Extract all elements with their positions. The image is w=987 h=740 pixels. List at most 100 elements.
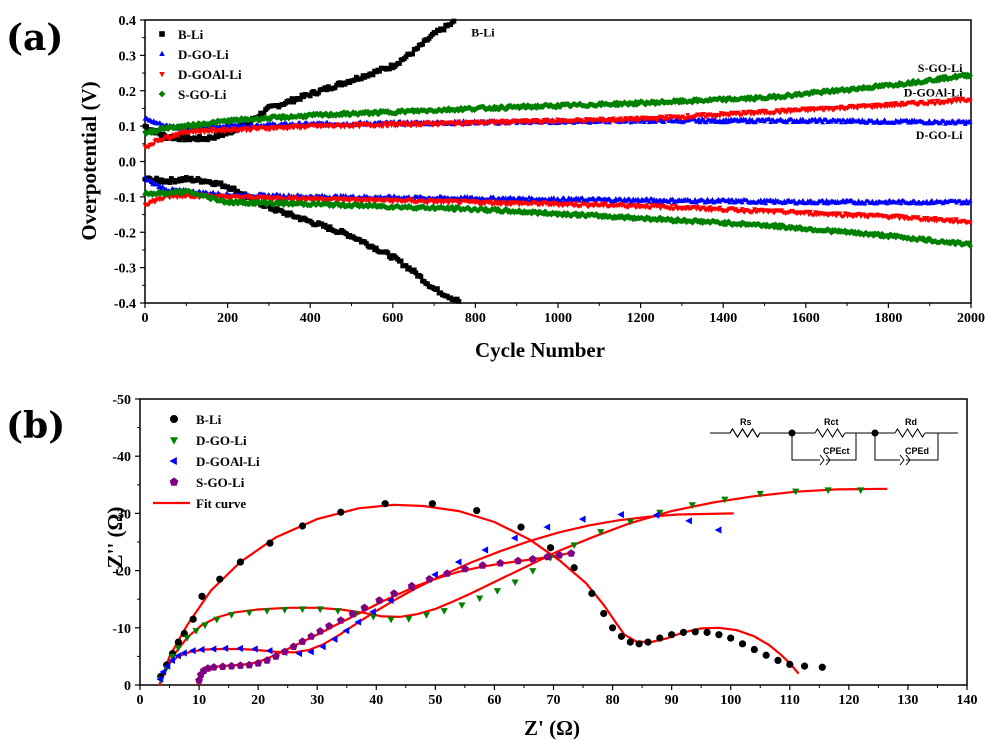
x-tick-label: 90: [665, 693, 679, 708]
data-point-S-GO-Li: [443, 569, 452, 577]
data-point-D-GO-Li: [768, 119, 774, 124]
wire: [791, 433, 820, 461]
data-point-S-GO-Li: [528, 555, 537, 563]
data-point-S-GO-Li: [336, 616, 345, 624]
data-point-B-Li: [266, 203, 272, 208]
data-point-D-GO-Li: [862, 201, 868, 206]
data-point-B-Li: [738, 640, 747, 648]
data-point-D-GOAl-Li: [295, 649, 303, 658]
panel-a-x-axis-title: Cycle Number: [475, 338, 605, 362]
x-tick-label: 100: [720, 693, 741, 708]
data-point-D-GO-Li: [739, 199, 745, 205]
panel-a-chart: 0 200 400 600 800 1000 1200 1400 1600 1800 2000-0.…: [77, 14, 985, 362]
data-point-D-GOAl-Li: [669, 203, 674, 209]
data-point-D-GO-Li: [721, 496, 729, 504]
data-point-S-GO-Li: [514, 556, 522, 565]
data-point-B-Li: [703, 628, 711, 636]
data-point-B-Li: [188, 175, 194, 181]
data-point-S-GO-Li: [407, 581, 416, 590]
legend-label-D-GOAl-Li: D-GOAl-Li: [178, 67, 242, 82]
data-point-B-Li: [608, 624, 617, 632]
x-tick-label: 140: [957, 693, 978, 708]
data-point-B-Li: [410, 51, 416, 57]
data-point-S-GO-Li: [289, 642, 298, 651]
y-tick-label: -0.2: [114, 226, 136, 241]
data-point-D-GOAl-Li: [221, 644, 229, 652]
data-point-D-GO-Li: [511, 579, 519, 587]
data-point-S-GO-Li: [899, 80, 905, 87]
data-point-D-GOAl-Li: [543, 523, 551, 531]
data-point-D-GO-Li: [577, 198, 583, 203]
data-point-S-GO-Li: [218, 662, 227, 671]
data-point-B-Li: [435, 286, 440, 292]
panel-a-frame: [144, 19, 972, 304]
data-point-D-GO-Li: [864, 119, 870, 125]
data-point-S-GO-Li: [236, 661, 245, 669]
data-point-D-GO-Li: [848, 119, 854, 125]
data-point-S-GO-Li: [203, 664, 212, 672]
data-point-D-GO-Li: [334, 608, 342, 615]
x-tick-label: 1200: [627, 311, 655, 326]
data-point-B-Li: [266, 539, 274, 547]
data-point-S-GO-Li: [227, 661, 236, 670]
data-point-B-Li: [352, 77, 358, 83]
data-point-S-GO-Li: [360, 603, 369, 612]
data-point-B-Li: [273, 208, 278, 214]
data-point-B-Li: [691, 628, 699, 636]
data-point-B-Li: [359, 76, 364, 82]
data-point-D-GO-Li: [638, 198, 643, 204]
data-point-D-GO-Li: [763, 200, 769, 206]
data-point-D-GO-Li: [626, 518, 634, 526]
data-point-D-GO-Li: [727, 199, 733, 205]
data-point-B-Li: [387, 66, 392, 72]
x-tick-label: 1600: [792, 311, 820, 326]
data-point-D-GOAl-Li: [151, 142, 157, 147]
data-point-S-GO-Li: [307, 632, 316, 640]
data-point-B-Li: [727, 634, 735, 642]
data-point-D-GOAl-Li: [739, 207, 745, 212]
data-point-B-Li: [189, 615, 197, 623]
data-point-S-GO-Li: [460, 564, 469, 573]
annotation-label: D-GO-Li: [916, 128, 963, 142]
data-point-B-Li: [600, 609, 608, 618]
data-point-D-GO-Li: [661, 119, 667, 124]
cpe-symbol: [899, 454, 911, 466]
data-point-D-GOAl-Li: [685, 517, 692, 525]
panel-b-y-axis-title: -Z'' (Ω): [103, 507, 127, 576]
x-tick-label: 1400: [709, 311, 737, 326]
x-tick-label: 30: [310, 693, 324, 708]
y-tick-label: -40: [112, 450, 131, 465]
data-point-D-GO-Li: [316, 606, 324, 614]
data-point-D-GO-Li: [892, 120, 897, 125]
data-point-B-Li: [177, 137, 183, 143]
data-point-S-GO-Li: [496, 559, 505, 567]
panel-b-chart: 0 10 20 30 40 50 60 70 80 90 100 110 120 130 1400-10-2…: [103, 393, 978, 740]
data-point-D-GO-Li: [281, 606, 289, 614]
data-point-S-GO-Li: [158, 126, 164, 133]
x-tick-label: 70: [547, 693, 561, 708]
data-point-B-Li: [425, 281, 430, 287]
data-point-B-Li: [363, 241, 369, 246]
data-point-B-Li: [403, 263, 409, 268]
panel-a-label: (a): [6, 17, 63, 59]
data-point-B-Li: [762, 651, 770, 659]
legend-label-B-Li: B-Li: [178, 27, 204, 42]
annotation-label: S-GO-Li: [918, 61, 963, 75]
data-point-B-Li: [635, 640, 643, 648]
data-point-D-GO-Li: [962, 121, 968, 126]
data-point-B-Li: [144, 124, 150, 130]
data-point-B-Li: [415, 45, 420, 51]
y-tick-label: 0: [124, 679, 131, 694]
data-point-D-GO-Li: [405, 616, 413, 623]
data-point-B-Li: [211, 182, 217, 188]
data-point-B-Li: [403, 54, 409, 60]
data-point-D-GOAl-Li: [933, 215, 938, 221]
data-point-S-GO-Li: [555, 551, 564, 559]
data-point-D-GO-Li: [756, 490, 764, 498]
data-point-D-GOAl-Li: [356, 125, 362, 130]
circuit-label-CPEct: CPEct: [823, 446, 850, 456]
cpe-symbol: [819, 454, 831, 466]
x-tick-label: 1800: [874, 311, 902, 326]
data-point-B-Li: [644, 638, 652, 646]
data-point-B-Li: [385, 250, 391, 256]
